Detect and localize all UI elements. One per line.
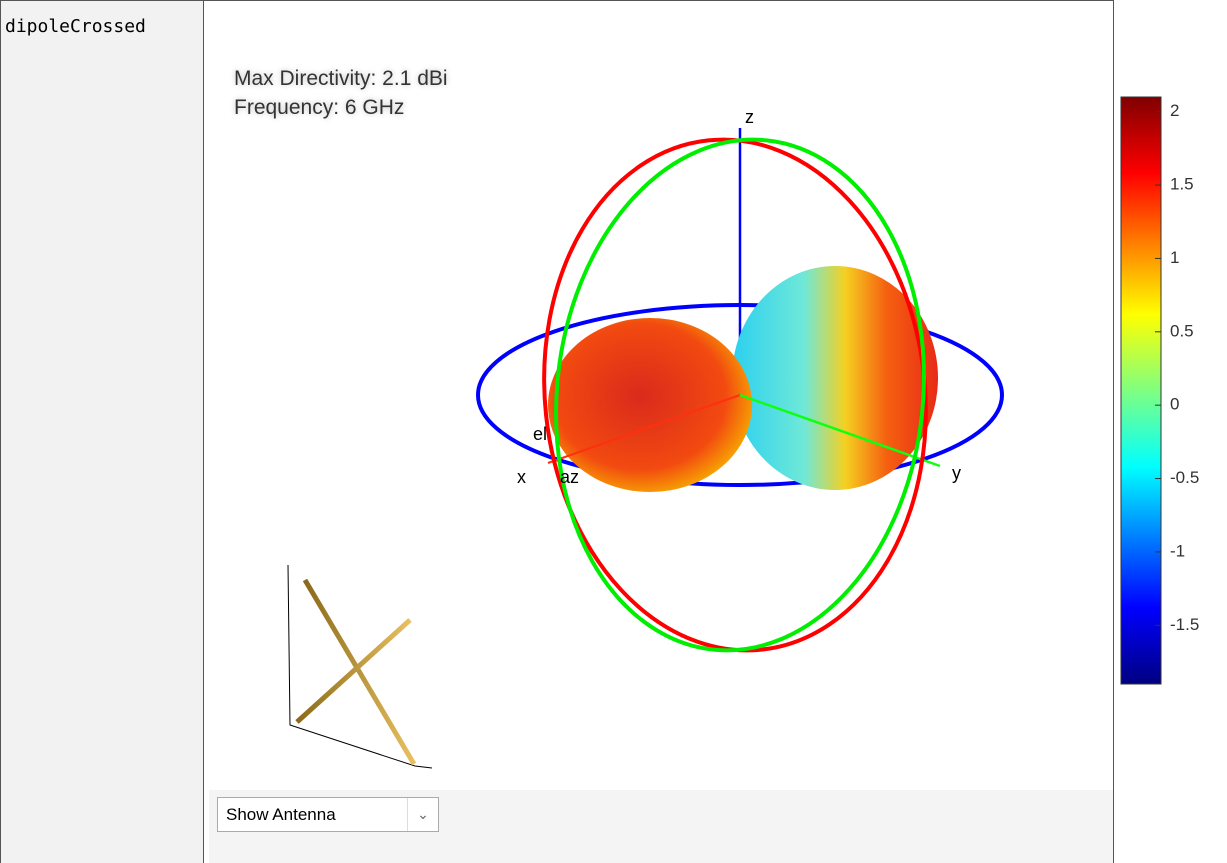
x-axis [547, 394, 741, 464]
colorbar-tick-label: 0 [1170, 395, 1179, 414]
annotation: Max Directivity: 2.1 dBi Frequency: 6 GH… [234, 64, 448, 122]
axis-label: y [952, 463, 961, 483]
colorbar-tick-label: 1.5 [1170, 175, 1194, 194]
colorbar-tick-label: 0.5 [1170, 321, 1194, 340]
colorbar-tick-label: 2 [1170, 101, 1179, 120]
lobe [732, 266, 938, 490]
axis-label: el [533, 424, 547, 444]
colorbar-tick-label: -1 [1170, 541, 1185, 560]
colorbar [1120, 96, 1162, 685]
lobe [548, 318, 752, 492]
dropdown-value: Show Antenna [226, 805, 336, 824]
annotation-line: Frequency: 6 GHz [234, 96, 405, 119]
dropdown-arrow[interactable]: ⌄ [407, 798, 438, 831]
cell-label: dipoleCrossed [5, 16, 146, 37]
colorbar-tick-label: 1 [1170, 248, 1179, 267]
colorbar-tick-label: -1.5 [1170, 615, 1199, 634]
pattern-3d: z x y el az [476, 107, 1004, 653]
elevation-ring [554, 137, 926, 653]
antenna-inset [287, 564, 433, 769]
annotation-line: Max Directivity: 2.1 dBi [234, 67, 448, 90]
axis-label: x [517, 467, 526, 487]
table-cell: dipoleCrossed [0, 0, 204, 863]
dropdown[interactable]: Show Antenna ⌄ [217, 797, 439, 832]
axis-label: z [745, 107, 754, 127]
colorbar-ticks: 2 1.5 1 0.5 0 -0.5 -1 -1.5 [1155, 101, 1199, 634]
colorbar-tick-label: -0.5 [1170, 468, 1199, 487]
axis-label: az [560, 467, 579, 487]
y-axis [739, 393, 941, 468]
